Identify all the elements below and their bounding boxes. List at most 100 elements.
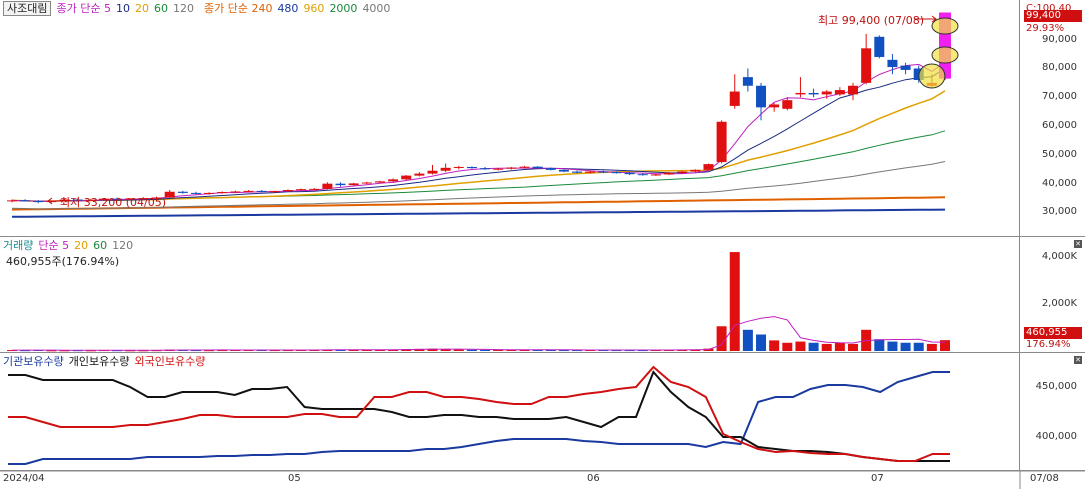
- volume-bar: [480, 349, 491, 351]
- volume-bar: [808, 342, 819, 351]
- candle-body: [769, 104, 780, 108]
- holdings-legend: 기관보유수량 개인보유수량 외국인보유수량: [3, 355, 210, 369]
- ma-legend-short: 종가 단순 5 10 20 60 120: [56, 2, 198, 15]
- volume-bar: [493, 349, 504, 351]
- volume-bar: [138, 350, 149, 352]
- volume-plot-area[interactable]: [0, 237, 1020, 352]
- stock-name-label[interactable]: 사조대림: [3, 1, 52, 16]
- ma-5-line: [11, 62, 946, 202]
- candle-body: [85, 199, 96, 201]
- volume-pane[interactable]: 거래량 단순 5 20 60 120 460,955주(176.94%) 4,000K 2…: [0, 237, 1085, 353]
- volume-current-text: 460,955주(176.94%): [6, 255, 120, 268]
- change-pct-label: 29.93%: [1026, 23, 1065, 34]
- price-legend: 사조대림 종가 단순 5 10 20 60 120 종가 단순 240 480 960 2000 4…: [3, 1, 400, 16]
- candle-body: [7, 200, 17, 202]
- ma-legend-long-item-0: 종가 단순 240: [203, 2, 273, 15]
- ma-10-line: [11, 68, 946, 202]
- volume-bar: [782, 342, 793, 351]
- candle-body: [72, 199, 83, 201]
- volume-legend-item-0: 거래량: [3, 239, 34, 252]
- ma-legend-long: 종가 단순 240 480 960 2000 4000: [204, 2, 395, 15]
- volume-bar: [361, 349, 372, 351]
- holdings-chart-svg: [8, 365, 950, 465]
- candle-body: [374, 181, 385, 183]
- candle-body: [848, 85, 859, 95]
- candle-body: [716, 121, 727, 163]
- volume-bar: [611, 350, 622, 352]
- candle-body: [493, 168, 504, 170]
- candle-body: [506, 167, 517, 169]
- holdings-line-1: [8, 370, 950, 462]
- volume-bar: [388, 349, 399, 351]
- marker-circle-low: [918, 63, 946, 89]
- holdings-plot-area[interactable]: [0, 353, 1020, 470]
- price-low-label: 최저 33,200 (04/05): [60, 196, 167, 209]
- candle-body: [572, 171, 583, 173]
- candle-body: [821, 91, 832, 95]
- candle-body: [874, 36, 885, 57]
- volume-bar: [716, 326, 727, 351]
- ma-legend-long-item-3: 2000: [329, 2, 358, 15]
- volume-y-tick-1: 2,000K: [1041, 297, 1077, 309]
- price-y-tick-6: 30,000: [1042, 206, 1077, 218]
- marker-circle-mid: [931, 46, 959, 64]
- candle-body: [690, 169, 701, 172]
- volume-bar: [834, 342, 845, 351]
- candle-body: [269, 191, 280, 193]
- candle-body: [558, 169, 569, 172]
- candle-body: [151, 197, 162, 199]
- candle-body: [46, 200, 57, 203]
- x-axis-ticks: [0, 471, 1085, 489]
- volume-bar: [637, 350, 648, 352]
- x-label-06: 06: [587, 473, 600, 484]
- candle-body: [401, 175, 412, 180]
- candle-body: [138, 198, 149, 200]
- volume-ma5-line: [12, 316, 946, 351]
- candle-body: [348, 183, 359, 186]
- candle-body: [388, 179, 399, 182]
- candle-body: [585, 171, 596, 173]
- candle-body: [177, 191, 188, 193]
- volume-bar: [190, 350, 201, 352]
- volume-bar: [532, 349, 543, 351]
- holdings-legend-item-0: 기관보유수량: [3, 355, 64, 368]
- price-plot-area[interactable]: [0, 0, 1020, 236]
- ma-legend-short-item-3: 60: [153, 2, 168, 15]
- candle-body: [335, 183, 346, 186]
- volume-legend-item-3: 60: [93, 239, 108, 252]
- holdings-legend-item-2: 외국인보유수량: [134, 355, 206, 368]
- low-arrow-icon: [47, 197, 72, 205]
- candle-body: [624, 172, 635, 175]
- ma-legend-long-item-2: 960: [303, 2, 325, 15]
- volume-bar: [217, 350, 228, 352]
- volume-bar: [545, 349, 556, 351]
- ma-legend-short-item-0: 종가 단순 5: [56, 2, 111, 15]
- volume-bar: [729, 252, 740, 351]
- x-axis: 2024/04 05 06 07 07/08: [0, 471, 1085, 489]
- price-high-label: 최고 99,400 (07/08): [818, 14, 925, 27]
- candle-body: [466, 166, 477, 169]
- volume-bar: [453, 349, 464, 351]
- holdings-y-tick-0: 450,000: [1035, 381, 1077, 392]
- volume-close-icon[interactable]: ✕: [1074, 240, 1082, 248]
- volume-bar: [821, 343, 832, 351]
- current-volume-badge: 460,955: [1024, 327, 1082, 339]
- candle-body: [519, 166, 530, 168]
- price-y-tick-1: 80,000: [1042, 62, 1077, 74]
- volume-bar: [742, 329, 753, 351]
- volume-bar: [874, 339, 885, 351]
- candle-body: [217, 192, 228, 194]
- candle-body: [309, 188, 320, 190]
- candle-body: [532, 166, 543, 169]
- volume-bar: [269, 350, 280, 352]
- price-chart-svg: [7, 12, 959, 218]
- candle-body: [33, 200, 44, 203]
- candle-body: [664, 172, 675, 175]
- candle-body: [650, 174, 661, 176]
- volume-bar: [926, 343, 937, 351]
- price-pane[interactable]: 사조대림 종가 단순 5 10 20 60 120 종가 단순 240 480 960 2000 4…: [0, 0, 1085, 237]
- ma-legend-long-item-4: 4000: [362, 2, 391, 15]
- price-y-tick-4: 50,000: [1042, 148, 1077, 160]
- holdings-close-icon[interactable]: ✕: [1074, 356, 1082, 364]
- holdings-pane[interactable]: 기관보유수량 개인보유수량 외국인보유수량 450,000 400,000 ✕: [0, 353, 1085, 471]
